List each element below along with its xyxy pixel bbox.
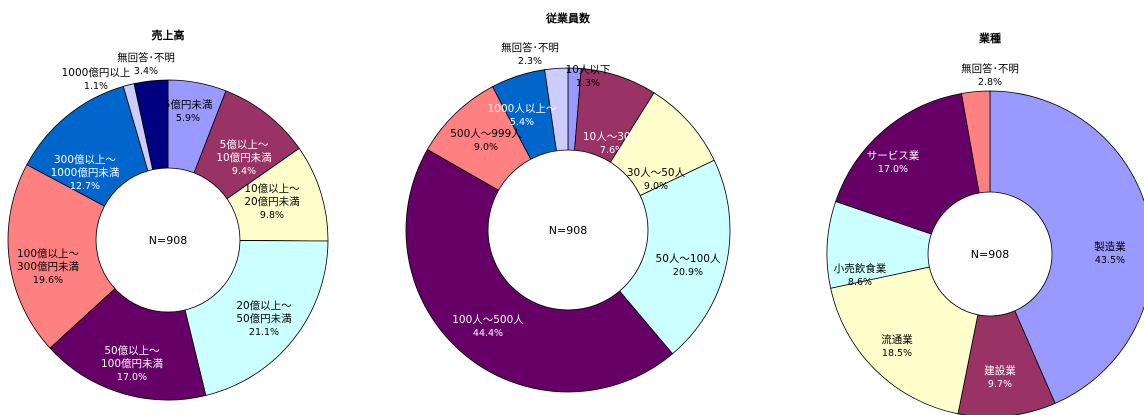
slice-label: 無回答･不明 2.8% <box>961 62 1019 88</box>
slice-percent: 44.4% <box>473 328 503 339</box>
slice-label: 流通業 18.5% <box>881 333 913 359</box>
center-label: N=908 <box>971 248 1009 261</box>
slice-name: 1000人以上～ <box>488 103 557 115</box>
slice-name: 20億円未満 <box>244 195 300 208</box>
slice-percent: 7.6% <box>600 145 624 156</box>
slice-percent: 1.3% <box>576 78 600 89</box>
slice-label: 製造業 43.5% <box>1094 240 1126 266</box>
donut-hole <box>95 167 241 313</box>
slice-name: 100億円未満 <box>101 357 164 370</box>
slice-percent: 9.0% <box>644 181 668 192</box>
slice-percent: 17.0% <box>117 372 147 383</box>
slice-label: サービス業 17.0% <box>867 149 920 175</box>
chart-title: 売上高 <box>152 28 185 42</box>
slice-label: 無回答･不明 3.4% <box>117 51 175 77</box>
slice-name: 100億以上～ <box>17 247 80 260</box>
slice-name: 無回答･不明 <box>961 62 1019 75</box>
slice-percent: 1.1% <box>84 81 108 92</box>
slice-label: 建設業 9.7% <box>984 364 1016 390</box>
slice-name: サービス業 <box>867 149 920 162</box>
chart-sales: 売上高 N=908 5億円未満 5.9% 5億以上～10億円未満 9.4% 10億以上～… <box>7 28 329 401</box>
slice-percent: 21.1% <box>249 327 279 338</box>
slice-percent: 3.4% <box>134 66 158 77</box>
slice-name: 50人～100人 <box>656 253 721 265</box>
slice-name: 30人～50人 <box>627 167 686 179</box>
slice-percent: 2.3% <box>518 56 542 67</box>
slice-percent: 5.9% <box>176 113 200 124</box>
chart-title: 従業員数 <box>545 11 591 25</box>
slice-label: 10人以下 1.3% <box>566 64 611 89</box>
donut-hole <box>487 149 649 311</box>
center-label: N=908 <box>149 234 187 247</box>
slice-name: 100人～500人 <box>452 314 524 326</box>
slice-name: 5億以上～ <box>220 138 269 151</box>
slice-name: 10億円未満 <box>216 151 272 164</box>
slice-name: 300億以上～ <box>54 153 117 166</box>
slice-name: 流通業 <box>881 333 913 346</box>
slice-percent: 20.9% <box>673 267 703 278</box>
slice-percent: 9.7% <box>988 379 1012 390</box>
slice-percent: 9.8% <box>260 210 284 221</box>
slice-name: 10人以下 <box>566 64 611 76</box>
slice-label: 10人～30人 7.6% <box>583 131 642 156</box>
chart-industry: 業種 N=908 製造業 43.5% 建設業 9.7% 流通業 18.5% 小売飲食業 8.6… <box>826 31 1144 415</box>
slice-label: 300億以上～1000億円未満 12.7% <box>51 153 120 192</box>
slice-name: 500人～999人 <box>450 128 522 140</box>
slice-percent: 12.7% <box>70 181 100 192</box>
slice-percent: 19.6% <box>33 275 63 286</box>
slice-percent: 17.0% <box>878 164 908 175</box>
chart-employees: 従業員数 N=908 10人以下 1.3% 10人～30人 7.6%30人～50人 9.… <box>405 11 731 393</box>
slice-label: 10億以上～20億円未満 9.8% <box>244 182 300 221</box>
slice-label: 1000人以上～ 5.4% <box>488 103 557 128</box>
slice-name: 無回答･不明 <box>117 51 175 64</box>
slice-label: 20億以上～50億円未満 21.1% <box>236 299 292 338</box>
slice-name: 1000億円以上 <box>62 66 131 79</box>
slice-name: 20億以上～ <box>236 299 292 312</box>
slice-name: 10億以上～ <box>244 182 300 195</box>
slice-label: 1000億円以上 1.1% <box>62 66 131 92</box>
slice-percent: 43.5% <box>1095 255 1125 266</box>
slice-label: 100人～500人 44.4% <box>452 314 524 339</box>
slice-label: 50億以上～100億円未満 17.0% <box>101 344 164 383</box>
slice-label: 5億以上～10億円未満 9.4% <box>216 138 272 177</box>
slice-label: 30人～50人 9.0% <box>627 167 686 192</box>
slice-name: 50億以上～ <box>104 344 160 357</box>
slice-percent: 2.8% <box>978 77 1002 88</box>
slice-label: 小売飲食業 8.6% <box>834 262 887 288</box>
slice-name: 無回答･不明 <box>501 41 559 54</box>
chart-title: 業種 <box>978 31 1001 45</box>
slice-name: 300億円未満 <box>17 260 80 273</box>
donut-hole <box>927 191 1053 317</box>
slice-label: 50人～100人 20.9% <box>656 253 721 278</box>
slice-percent: 5.4% <box>510 117 534 128</box>
slice-label: 100億以上～300億円未満 19.6% <box>17 247 80 286</box>
slice-label: 無回答･不明 2.3% <box>501 41 559 67</box>
slice-name: 10人～30人 <box>583 131 642 143</box>
slice-label: 500人～999人 9.0% <box>450 128 522 153</box>
slice-name: 建設業 <box>984 364 1016 377</box>
slice-label: 5億円未満 5.9% <box>164 98 213 124</box>
center-label: N=908 <box>549 224 587 237</box>
slice-name: 5億円未満 <box>164 98 213 111</box>
slice-percent: 8.6% <box>848 277 872 288</box>
slice-percent: 18.5% <box>882 348 912 359</box>
slice-percent: 9.4% <box>232 166 256 177</box>
slice-name: 製造業 <box>1094 240 1126 253</box>
slice-name: 小売飲食業 <box>834 262 887 275</box>
slice-percent: 9.0% <box>474 142 498 153</box>
slice-name: 1000億円未満 <box>51 166 120 179</box>
slice-name: 50億円未満 <box>236 312 292 325</box>
